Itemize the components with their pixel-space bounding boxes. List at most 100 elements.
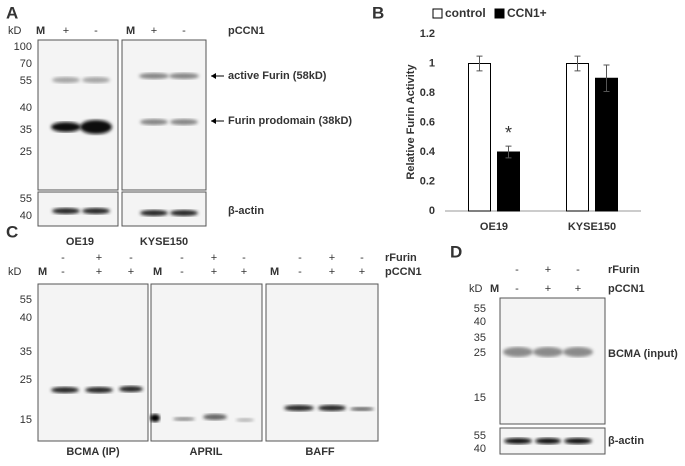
error-bar xyxy=(603,64,610,93)
band xyxy=(85,387,113,393)
y-tick-label: 0.8 xyxy=(420,87,435,99)
lane: + xyxy=(96,252,102,264)
row-label: pCCN1 xyxy=(228,25,265,37)
ladder: 55 xyxy=(20,193,32,205)
lane: + xyxy=(359,266,365,278)
legend-label: control xyxy=(445,6,486,20)
band xyxy=(52,208,80,214)
band xyxy=(140,119,168,125)
ladder: 55 xyxy=(20,75,32,87)
blot-label: BAFF xyxy=(305,446,335,458)
lane: - xyxy=(61,252,65,264)
error-bar xyxy=(505,145,512,159)
band xyxy=(119,386,143,392)
band xyxy=(203,414,227,420)
band xyxy=(535,438,561,444)
ladder: 40 xyxy=(20,312,32,324)
band xyxy=(51,122,81,132)
lane: + xyxy=(63,25,69,37)
legend-swatch xyxy=(432,8,443,19)
band-label: active Furin (58kD) xyxy=(228,70,327,82)
blot xyxy=(265,283,379,442)
y-tick-label: 0.4 xyxy=(420,146,436,158)
lane: - xyxy=(129,252,133,264)
lane: - xyxy=(515,264,519,276)
lane: + xyxy=(211,252,217,264)
lane: - xyxy=(182,25,186,37)
y-axis-label: Relative Furin Activity xyxy=(405,64,417,180)
lane: + xyxy=(211,266,217,278)
blot-label: APRIL xyxy=(190,446,223,458)
band-label: β-actin xyxy=(228,205,264,217)
annotation: * xyxy=(505,123,512,143)
blot xyxy=(37,283,149,442)
ladder: 40 xyxy=(474,316,486,328)
arrowhead xyxy=(211,118,216,124)
lane: - xyxy=(61,266,65,278)
band xyxy=(82,77,110,83)
blot xyxy=(37,39,119,191)
panel-label: D xyxy=(450,242,462,261)
band xyxy=(563,347,593,357)
ladder: 55 xyxy=(474,303,486,315)
ladder: 35 xyxy=(20,346,32,358)
blot-label: BCMA (IP) xyxy=(66,446,120,458)
y-tick-label: 0.6 xyxy=(420,116,435,128)
lane: + xyxy=(329,266,335,278)
ladder: 25 xyxy=(20,374,32,386)
row-label: pCCN1 xyxy=(608,283,645,295)
band-label: β-actin xyxy=(608,435,644,447)
band xyxy=(170,119,198,125)
marker: M xyxy=(38,266,47,278)
bar xyxy=(595,77,618,212)
blot xyxy=(121,39,207,191)
band xyxy=(504,438,532,444)
band-label: BCMA (input) xyxy=(608,348,678,360)
band xyxy=(503,347,533,357)
band xyxy=(80,120,112,134)
lane: + xyxy=(241,266,247,278)
marker: M xyxy=(126,25,135,37)
ladder: 35 xyxy=(20,124,32,136)
x-tick-label: KYSE150 xyxy=(568,221,616,233)
marker: M xyxy=(153,266,162,278)
band xyxy=(169,73,199,79)
lane: + xyxy=(128,266,134,278)
ladder: 15 xyxy=(474,392,486,404)
legend-swatch xyxy=(494,8,505,19)
ladder: 35 xyxy=(474,332,486,344)
lane: + xyxy=(545,264,551,276)
error-bar xyxy=(476,55,483,72)
panel-label: C xyxy=(6,222,18,241)
y-tick-label: 0.2 xyxy=(420,175,435,187)
bands xyxy=(503,347,593,444)
lane: - xyxy=(576,264,580,276)
band xyxy=(139,73,169,79)
unit: kD xyxy=(8,25,22,37)
bands xyxy=(51,386,374,422)
band xyxy=(150,414,160,422)
marker: M xyxy=(490,283,499,295)
lane: + xyxy=(96,266,102,278)
lane: - xyxy=(298,252,302,264)
band xyxy=(564,438,592,444)
lane: - xyxy=(298,266,302,278)
band xyxy=(318,405,346,411)
cell-line: KYSE150 xyxy=(140,236,188,248)
lane: - xyxy=(515,283,519,295)
blot xyxy=(121,191,207,227)
y-tick-label: 0 xyxy=(429,205,435,217)
lane: - xyxy=(242,252,246,264)
row-label: rFurin xyxy=(385,252,417,264)
ladder: 40 xyxy=(474,443,486,455)
ladder: 100 xyxy=(14,41,32,53)
panel-label: B xyxy=(372,3,384,22)
error-bar xyxy=(574,55,581,72)
y-tick-label: 1.2 xyxy=(420,28,435,40)
legend-label: CCN1+ xyxy=(507,6,547,20)
band xyxy=(52,77,80,83)
bar xyxy=(497,151,520,212)
bar xyxy=(468,63,491,212)
ladder: 40 xyxy=(20,210,32,222)
band xyxy=(82,208,110,214)
